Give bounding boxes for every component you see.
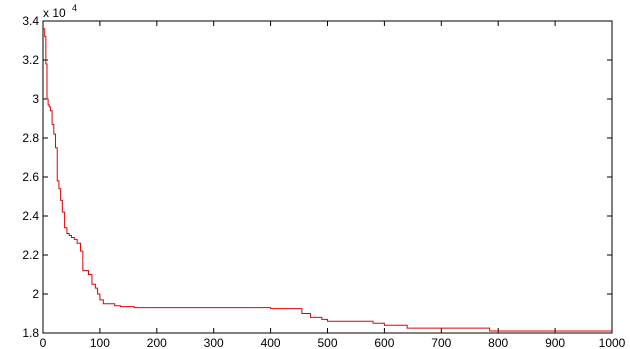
x-tick-label: 700 bbox=[431, 336, 451, 349]
x-tick-label: 1000 bbox=[599, 336, 626, 349]
y-tick-label: 2.4 bbox=[22, 209, 39, 223]
x-tick-label: 100 bbox=[90, 336, 110, 349]
x-tick-label: 0 bbox=[40, 336, 47, 349]
y-axis-ticks: 1.8 2 2.2 2.4 2.6 2.8 3 3.2 3.4 bbox=[22, 14, 612, 340]
y-tick-label: 3.4 bbox=[22, 14, 39, 28]
x-tick-label: 800 bbox=[488, 336, 508, 349]
x-tick-label: 300 bbox=[204, 336, 224, 349]
y-tick-label: 2.6 bbox=[22, 170, 39, 184]
x-tick-label: 500 bbox=[317, 336, 337, 349]
y-tick-label: 2.2 bbox=[22, 248, 39, 262]
y-tick-label: 3 bbox=[32, 92, 39, 106]
x-tick-label: 900 bbox=[545, 336, 565, 349]
y-tick-label: 1.8 bbox=[22, 326, 39, 340]
x-tick-label: 600 bbox=[374, 336, 394, 349]
plot-area bbox=[42, 20, 613, 334]
series-line bbox=[43, 28, 612, 332]
y-tick-label: 2 bbox=[32, 287, 39, 301]
x-tick-label: 200 bbox=[147, 336, 167, 349]
y-multiplier-exponent: 4 bbox=[72, 3, 77, 13]
x-axis-ticks: 0 100 200 300 400 500 600 700 800 900 1000 bbox=[40, 21, 626, 349]
y-tick-label: 3.2 bbox=[22, 53, 39, 67]
y-tick-label: 2.8 bbox=[22, 131, 39, 145]
y-multiplier-label: x 10 bbox=[43, 6, 66, 20]
series-group bbox=[43, 28, 612, 332]
x-tick-label: 400 bbox=[261, 336, 281, 349]
